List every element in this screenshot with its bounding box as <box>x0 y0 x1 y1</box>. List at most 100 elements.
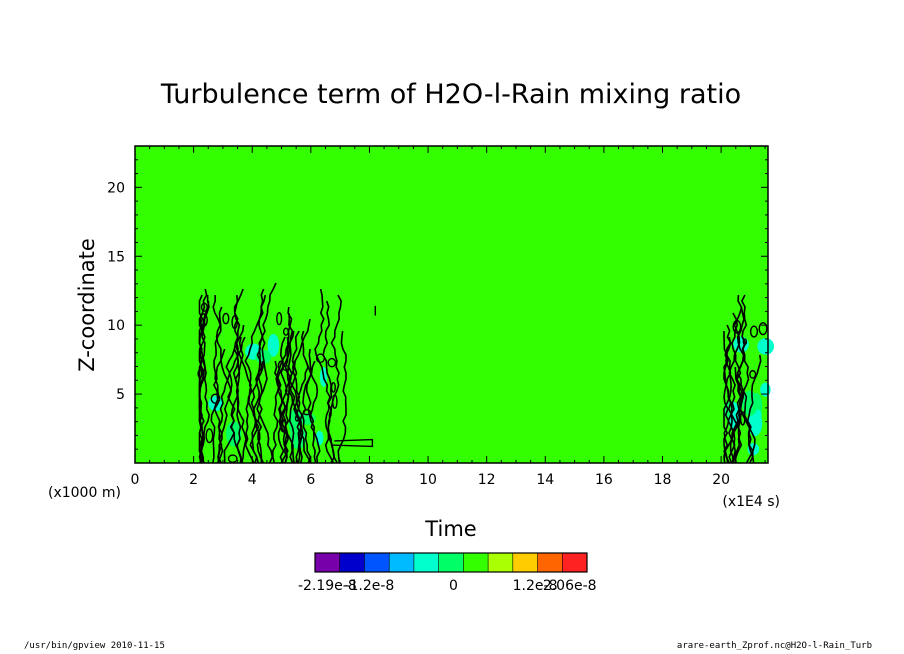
colorbar <box>314 552 588 573</box>
contour-line <box>331 438 374 448</box>
x-tick-label: 0 <box>131 472 140 488</box>
colorbar-swatch <box>364 553 390 572</box>
contour-line <box>288 318 311 464</box>
contour-loop <box>294 415 300 422</box>
contour-line <box>257 282 277 464</box>
contour-line <box>746 354 762 464</box>
colorbar-labels: -2.19e-8-1.2e-8 0 1.2e-82.06e-8 <box>298 578 597 594</box>
y-axis: 5 10 15 20 <box>107 159 768 450</box>
contour-loop <box>327 357 337 368</box>
contour-line <box>232 288 244 464</box>
contour-loop <box>758 322 768 336</box>
contour-line <box>198 294 211 464</box>
x-tick-label: 16 <box>595 472 613 488</box>
contour-loop <box>330 381 336 393</box>
x-tick-label: 10 <box>419 472 437 488</box>
y-tick-label: 5 <box>116 387 125 403</box>
chart-title: Turbulence term of H2O-l-Rain mixing rat… <box>160 79 741 110</box>
colorbar-swatch <box>438 553 464 572</box>
contour-line <box>723 348 730 464</box>
contour-loop <box>742 338 748 346</box>
colorbar-tick-label: 0 <box>449 578 458 594</box>
contour-line <box>284 330 295 464</box>
contour-line <box>287 330 300 464</box>
contour-loop <box>205 428 214 444</box>
colorbar-tick-label: -1.2e-8 <box>344 578 394 594</box>
contour-line <box>227 336 246 464</box>
contour-loop <box>749 325 759 338</box>
contour-line <box>223 336 244 464</box>
colorbar-swatch <box>512 553 538 572</box>
colorbar-swatch <box>413 553 439 572</box>
contour-line <box>295 360 309 464</box>
contour-line <box>735 294 756 464</box>
colorbar-swatch <box>315 553 340 572</box>
x-tick-label: 18 <box>654 472 672 488</box>
contour-line <box>213 348 226 464</box>
contour-loop <box>749 369 757 379</box>
contour-loop <box>739 411 746 426</box>
colorbar-swatch <box>537 553 563 572</box>
contour-loop <box>210 393 221 404</box>
contour-line <box>210 306 223 464</box>
contour-loop <box>200 302 208 312</box>
colorbar-tick-label: 1.2e-8 <box>513 578 558 594</box>
x-tick-label: 2 <box>189 472 198 488</box>
contour-line <box>292 360 312 464</box>
contour-loop <box>282 327 289 336</box>
colorbar-swatch <box>463 553 489 572</box>
contour-line <box>322 300 335 464</box>
footer-right: arare-earth_Zprof.nc@H2O-l-Rain_Turb <box>676 641 872 651</box>
contour-line <box>741 294 754 464</box>
contour-loop <box>315 353 326 364</box>
contour-loop <box>331 394 338 409</box>
contour-line <box>734 336 746 464</box>
x-axis: 0 2 4 6 8 10 12 14 16 18 20 <box>131 146 766 488</box>
y-tick-label: 15 <box>107 249 125 265</box>
contour-loop <box>302 409 312 416</box>
contour-loop <box>276 311 283 326</box>
colorbar-tick-label: 2.06e-8 <box>543 578 597 594</box>
y-axis-unit: (x1000 m) <box>48 485 121 501</box>
contour-line <box>198 324 206 464</box>
contour-loop <box>231 315 239 330</box>
contour-line <box>271 336 286 464</box>
y-tick-label: 20 <box>107 180 125 196</box>
x-tick-label: 20 <box>712 472 730 488</box>
footer-left: /usr/bin/gpview 2010-11-15 <box>24 641 165 651</box>
contour-line <box>301 348 313 464</box>
colorbar-frame <box>314 552 588 573</box>
colorbar-swatch <box>562 553 587 572</box>
contour-fill <box>747 410 763 437</box>
contour-line <box>198 300 210 464</box>
contour-line <box>217 348 236 464</box>
colorbar-swatch <box>488 553 513 572</box>
colorbar-tick-label: -2.19e-8 <box>298 578 357 594</box>
contour-line <box>244 294 267 464</box>
x-tick-label: 4 <box>248 472 257 488</box>
plot-frame <box>134 145 769 464</box>
contour-line <box>233 294 258 464</box>
x-tick-label: 8 <box>365 472 374 488</box>
contour-loop <box>732 319 742 334</box>
contour-lines <box>197 282 775 464</box>
contour-loop <box>277 360 285 372</box>
x-axis-label: Time <box>424 517 476 541</box>
contour-loop <box>279 419 287 433</box>
x-tick-label: 12 <box>478 472 496 488</box>
contour-line <box>252 336 265 464</box>
x-tick-label: 6 <box>306 472 315 488</box>
plot-background <box>135 146 768 463</box>
colorbar-swatch <box>339 553 365 572</box>
x-tick-label: 14 <box>536 472 554 488</box>
contour-loop <box>197 369 203 379</box>
x-axis-unit: (x1E4 s) <box>722 494 780 510</box>
contour-line <box>300 330 321 464</box>
y-axis-label: Z-coordinate <box>75 238 99 372</box>
contour-loop <box>199 313 208 327</box>
contour-fill <box>267 333 280 357</box>
contour-loop <box>222 312 230 325</box>
y-tick-label: 10 <box>107 318 125 334</box>
colorbar-swatch <box>389 553 414 572</box>
